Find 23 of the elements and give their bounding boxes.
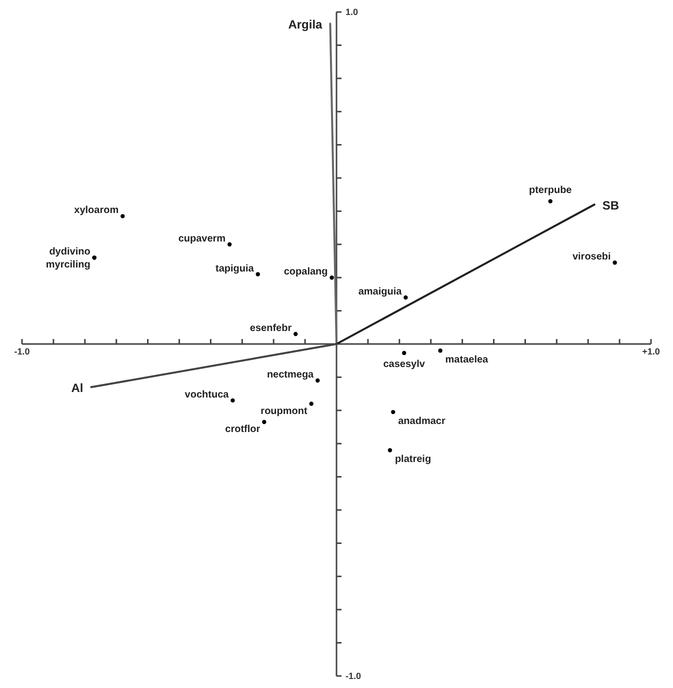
x-tick-label: +1.0 — [642, 346, 660, 356]
y-tick-label: 1.0 — [346, 6, 358, 17]
annotation: xyloarom — [74, 205, 119, 216]
annotation: platreig — [394, 454, 432, 466]
annotation: crotflor — [225, 424, 260, 436]
series-label: SB — [602, 198, 620, 213]
annotation: anadmacr — [398, 416, 446, 428]
annotation: nectmega — [266, 370, 314, 381]
annotation: dydivino — [49, 246, 90, 258]
annotation: esenfebr — [250, 323, 292, 334]
annotation: roupmont — [260, 406, 308, 417]
annotation: vochtuca — [184, 389, 230, 400]
series-label: Argila — [288, 18, 323, 32]
annotation: copalang — [284, 266, 328, 278]
annotation: mataelea — [445, 354, 489, 366]
annotation: casesylv — [383, 358, 426, 370]
annotation: amaiguia — [358, 286, 402, 298]
series-label: Al — [71, 381, 84, 396]
annotation: virosebi — [572, 252, 612, 263]
annotation: myrciling — [46, 260, 90, 271]
annotation: cupaverm — [178, 233, 226, 244]
annotation: pterpube — [528, 185, 572, 196]
annotation: tapiguia — [216, 263, 254, 274]
